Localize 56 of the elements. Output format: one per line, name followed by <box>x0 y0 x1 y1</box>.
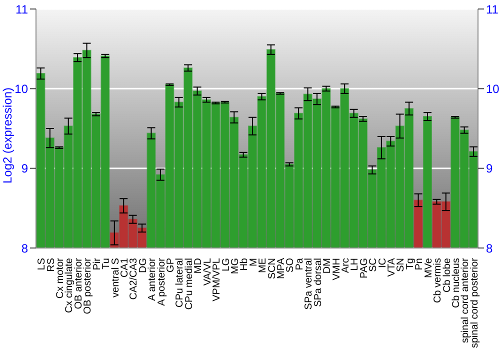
x-tick-label: ventral S <box>110 258 122 298</box>
y2-tick-label: 8 <box>486 241 493 256</box>
y-axis-title: Log2 (expression) <box>0 87 14 184</box>
x-tick-label: MD <box>193 258 204 274</box>
x-tick-label: GP <box>166 258 177 272</box>
x-tick-label: Cb lobe <box>442 258 453 292</box>
x-tick-label: CPu lateral <box>174 258 186 308</box>
x-tick-label: Pir <box>92 257 103 270</box>
x-tick-label: LH <box>350 258 361 271</box>
y-tick-label: 11 <box>16 2 28 16</box>
x-tick-label: spinal cord anterior <box>460 257 472 344</box>
x-tick-label: CPu medial <box>184 258 195 310</box>
x-tick-label: SN <box>396 258 407 272</box>
x-tick-label: Cb vermis <box>432 258 444 304</box>
y-tick-label: 9 <box>21 162 28 176</box>
y2-tick-label: 9 <box>486 162 493 176</box>
x-tick-label: OB anterior <box>73 257 84 310</box>
x-tick-label: MG <box>230 258 241 274</box>
x-tick-label: M <box>248 258 260 266</box>
x-tick-label: SCN <box>266 258 278 280</box>
x-tick-label: Pa <box>294 258 306 270</box>
x-tick-label: A posterior <box>156 257 168 306</box>
x-tick-label: A anterior <box>147 257 158 301</box>
y-tick-label: 8 <box>21 241 28 256</box>
x-tick-label: DG <box>138 258 149 273</box>
x-tick-label: MVe <box>423 258 434 278</box>
x-tick-label: VPM/VPL <box>212 258 223 302</box>
x-tick-label: SC <box>368 258 380 272</box>
x-tick-label: Tg <box>404 258 416 270</box>
x-tick-label: IC <box>377 258 388 268</box>
x-tick-label: SPa ventral <box>304 258 315 310</box>
x-tick-label: VA/VL <box>202 258 214 286</box>
x-tick-label: Cx cingulate <box>64 258 76 314</box>
x-tick-label: Tu <box>101 258 112 270</box>
x-tick-label: CA1 <box>119 258 130 278</box>
x-tick-label: LS <box>36 258 48 270</box>
x-tick-label: VMH <box>331 258 342 280</box>
x-tick-label: Cb nucleus <box>450 258 462 308</box>
x-tick-label: DM <box>322 258 334 274</box>
x-tick-label: SPa dorsal <box>312 258 324 307</box>
x-tick-label: spinal cord posterior <box>469 257 480 348</box>
y-tick-label: 10 <box>14 82 28 96</box>
x-tick-label: Pn <box>414 258 426 270</box>
y2-tick-label: 11 <box>486 2 499 16</box>
x-tick-label: SO <box>285 258 296 272</box>
y2-tick-label: 10 <box>486 82 500 96</box>
x-tick-label: OB posterior <box>82 257 94 314</box>
x-tick-label: ME <box>258 258 269 273</box>
x-tick-label: MPA <box>276 258 288 279</box>
x-tick-label: Hb <box>239 258 250 271</box>
x-tick-label: PAG <box>358 258 370 278</box>
x-tick-label: RS <box>46 258 57 272</box>
x-tick-label: Arc <box>340 258 352 273</box>
x-tick-label: VTA <box>386 258 398 277</box>
x-tick-label: LG <box>220 258 232 272</box>
x-tick-label: CA2/CA3 <box>128 258 140 300</box>
